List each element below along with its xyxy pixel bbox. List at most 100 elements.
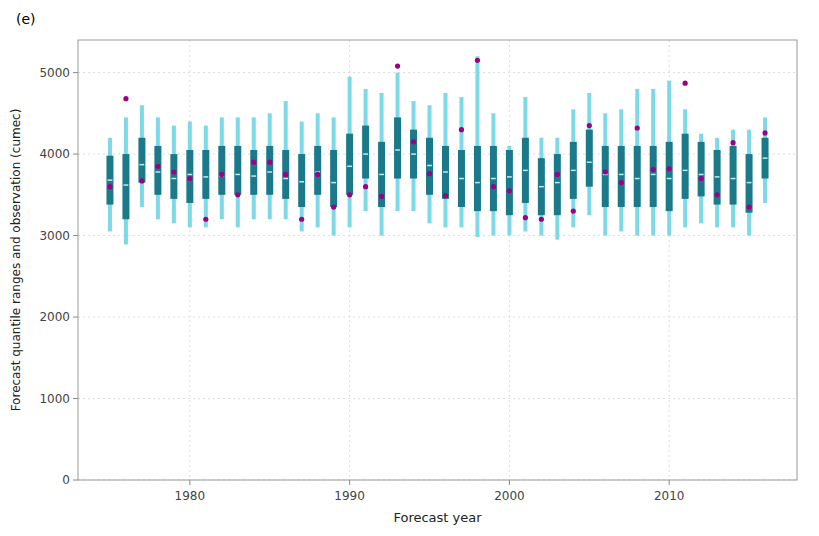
median-tick [124,184,129,186]
range-bar [156,117,160,219]
observation-point [619,180,624,185]
x-tick [509,480,510,485]
range-bar [218,146,225,195]
chart-container: 0100020003000400050001980199020002010(e)… [0,0,819,536]
observation-point [746,204,751,209]
x-grid-line [189,40,190,480]
observation-point [155,164,160,169]
median-tick [443,171,448,173]
y-tick-label: 4000 [39,147,70,161]
range-bar [362,126,369,179]
range-bar [346,134,353,195]
y-grid-line [78,235,797,236]
range-bar [108,138,112,232]
median-tick [203,176,208,178]
median-tick [667,178,672,180]
median-tick [108,179,113,181]
range-bar [554,154,561,215]
median-tick [187,174,192,176]
observation-point [123,96,128,101]
range-bar [186,150,193,203]
median-tick [235,174,240,176]
range-bar [603,113,607,235]
median-tick [299,181,304,183]
x-tick [189,480,190,485]
observation-point [235,192,240,197]
range-bar [314,146,321,195]
range-bar [458,150,465,207]
x-grid-line [509,40,510,480]
range-bar [250,150,257,195]
series-tick [108,150,768,187]
range-bar [602,146,609,207]
range-bar [106,156,113,205]
median-tick [731,178,736,180]
y-tick-label: 5000 [39,66,70,80]
range-bar [330,150,337,207]
median-tick [427,165,432,167]
series-range [108,56,767,244]
range-bar [474,146,481,211]
title: (e) [16,11,36,27]
range-bar [202,150,209,199]
x-tick [349,480,350,485]
range-bar [170,154,177,199]
observation-point [555,172,560,177]
observation-point [715,192,720,197]
median-tick [651,174,656,176]
observation-point [427,171,432,176]
median-tick [395,149,400,151]
range-bar [138,138,145,183]
median-tick [331,182,336,184]
median-tick [539,186,544,188]
median-tick [587,161,592,163]
plot-frame [78,40,797,480]
median-tick [635,178,640,180]
y-tick-label: 1000 [39,392,70,406]
median-tick [140,164,145,166]
range-bar [650,146,657,207]
median-tick [571,170,576,172]
x-tick-label: 1990 [334,489,365,503]
observation-point [587,123,592,128]
y-tick-label: 3000 [39,229,70,243]
observation-point [603,169,608,174]
observation-point [251,160,256,165]
y-tick-label: 2000 [39,310,70,324]
observation-point [571,209,576,214]
range-bar [426,138,433,195]
y-tick [73,72,78,73]
y-grid-line [78,398,797,399]
range-bar [762,138,769,179]
observation-point [762,130,767,135]
observation-point [699,176,704,181]
range-bar [618,146,625,207]
range-bar [188,121,192,227]
range-bar [538,158,545,215]
x-tick [669,480,670,485]
y-tick [73,317,78,318]
observation-point [267,160,272,165]
observation-point [730,140,735,145]
x-tick-label: 2010 [654,489,685,503]
chart-svg: 0100020003000400050001980199020002010(e)… [0,0,819,536]
y-grid-line [78,72,797,73]
median-tick [267,171,272,173]
grid [78,40,797,480]
range-bar [154,146,161,195]
median-tick [507,176,512,178]
y-grid-line [78,317,797,318]
range-bar [234,146,241,195]
observation-point [667,166,672,171]
range-bar [731,130,735,228]
median-tick [363,153,368,155]
range-bar [394,117,401,178]
x-tick-label: 2000 [494,489,525,503]
median-tick [171,178,176,180]
y-grid-line [78,154,797,155]
median-tick [619,174,624,176]
y-tick [73,154,78,155]
observation-point [203,217,208,222]
median-tick [555,182,560,184]
y-tick-label: 0 [62,473,70,487]
